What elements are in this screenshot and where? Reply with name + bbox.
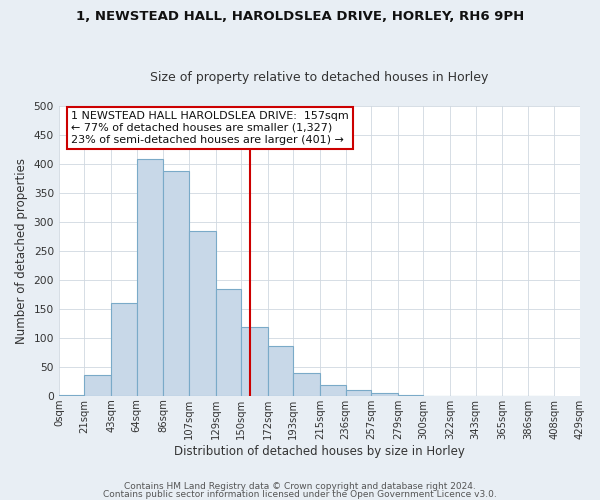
Bar xyxy=(189,231,215,396)
Text: 1, NEWSTEAD HALL, HAROLDSLEA DRIVE, HORLEY, RH6 9PH: 1, NEWSTEAD HALL, HAROLDSLEA DRIVE, HORL… xyxy=(76,10,524,23)
Bar xyxy=(398,395,424,396)
Bar xyxy=(268,346,293,396)
Bar xyxy=(320,385,346,396)
Bar xyxy=(59,394,85,396)
Text: Contains public sector information licensed under the Open Government Licence v3: Contains public sector information licen… xyxy=(103,490,497,499)
Bar xyxy=(346,390,371,396)
Text: 1 NEWSTEAD HALL HAROLDSLEA DRIVE:  157sqm
← 77% of detached houses are smaller (: 1 NEWSTEAD HALL HAROLDSLEA DRIVE: 157sqm… xyxy=(71,112,349,144)
Bar xyxy=(241,326,268,396)
Bar xyxy=(111,303,137,396)
Text: Contains HM Land Registry data © Crown copyright and database right 2024.: Contains HM Land Registry data © Crown c… xyxy=(124,482,476,491)
Bar xyxy=(137,159,163,396)
Bar xyxy=(371,394,398,396)
Y-axis label: Number of detached properties: Number of detached properties xyxy=(15,158,28,344)
Bar xyxy=(293,372,320,396)
Title: Size of property relative to detached houses in Horley: Size of property relative to detached ho… xyxy=(150,70,488,84)
X-axis label: Distribution of detached houses by size in Horley: Distribution of detached houses by size … xyxy=(174,444,465,458)
Bar xyxy=(85,376,111,396)
Bar xyxy=(215,289,241,396)
Bar xyxy=(163,171,189,396)
